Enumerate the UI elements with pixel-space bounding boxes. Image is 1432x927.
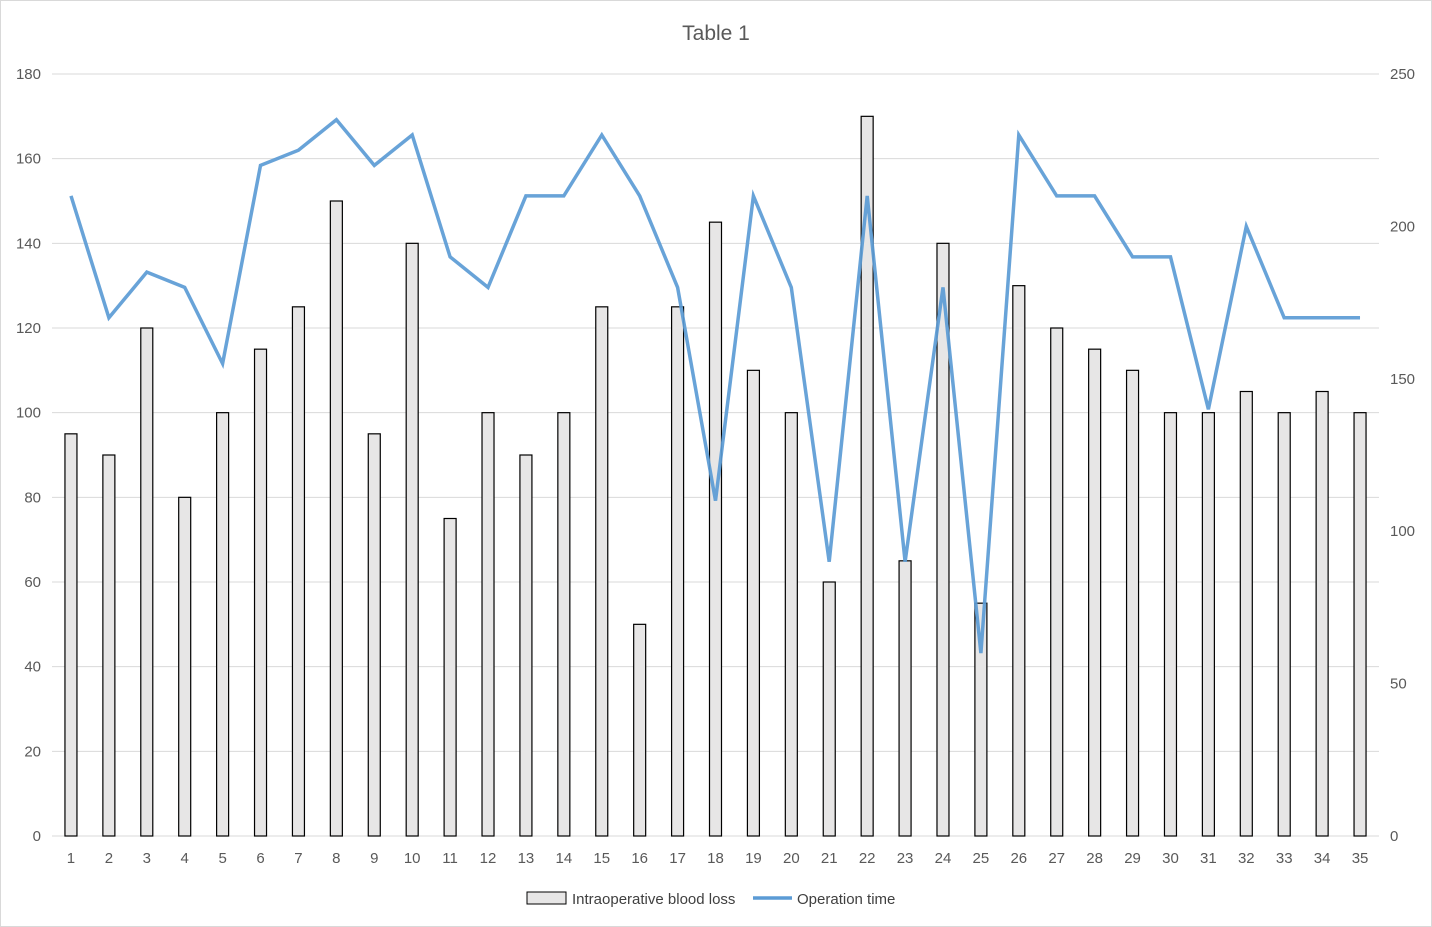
x-tick-9: 9	[370, 850, 378, 867]
x-tick-7: 7	[294, 850, 302, 867]
legend-label-operation-time: Operation time	[797, 891, 895, 908]
y-axis-left: 0 20 40 60 80 100 120 140 160 180	[16, 66, 41, 845]
y-left-tick-40: 40	[24, 659, 41, 676]
bar-26	[1012, 285, 1026, 837]
x-tick-22: 22	[859, 850, 876, 867]
x-tick-1: 1	[67, 850, 75, 867]
x-tick-12: 12	[480, 850, 497, 867]
x-tick-16: 16	[631, 850, 648, 867]
y-left-tick-100: 100	[16, 405, 41, 422]
x-tick-23: 23	[897, 850, 914, 867]
bar-32	[1239, 390, 1253, 837]
bar-12	[481, 412, 495, 837]
bar-2	[102, 454, 116, 837]
y-left-tick-120: 120	[16, 320, 41, 337]
x-tick-27: 27	[1048, 850, 1065, 867]
legend: Intraoperative blood loss Operation time	[526, 891, 895, 908]
bar-31	[1201, 412, 1215, 837]
bar-7	[291, 306, 306, 837]
bar-11	[443, 517, 457, 837]
x-tick-5: 5	[218, 850, 226, 867]
x-tick-14: 14	[555, 850, 572, 867]
x-tick-33: 33	[1276, 850, 1293, 867]
bar-22	[860, 115, 874, 837]
legend-swatch-bar	[526, 891, 567, 905]
x-axis: 1 2 3 4 5 6 7 8 9 10 11 12 13 14 15 16 17 18 19 20 21 22 23 24 2…	[67, 850, 1369, 867]
chart-title: Table 1	[682, 22, 750, 45]
x-tick-3: 3	[143, 850, 151, 867]
x-tick-35: 35	[1352, 850, 1369, 867]
y-right-tick-0: 0	[1390, 828, 1398, 845]
y-left-tick-20: 20	[24, 743, 41, 760]
x-tick-11: 11	[442, 850, 458, 867]
x-tick-29: 29	[1124, 850, 1141, 867]
bar-3	[140, 327, 154, 837]
bar-16	[633, 623, 647, 837]
bar-29	[1125, 369, 1140, 837]
bar-1	[64, 433, 78, 837]
y-right-tick-250: 250	[1390, 66, 1415, 83]
x-tick-13: 13	[518, 850, 535, 867]
bar-15	[595, 306, 609, 837]
y-right-tick-150: 150	[1390, 371, 1415, 388]
bar-23	[898, 560, 912, 837]
x-tick-20: 20	[783, 850, 800, 867]
bar-series	[64, 115, 1367, 837]
x-tick-8: 8	[332, 850, 340, 867]
y-right-tick-50: 50	[1390, 676, 1407, 693]
bar-13	[519, 454, 533, 837]
x-tick-4: 4	[181, 850, 189, 867]
bar-6	[253, 348, 268, 837]
x-tick-10: 10	[404, 850, 421, 867]
y-left-tick-0: 0	[33, 828, 41, 845]
x-tick-19: 19	[745, 850, 762, 867]
bar-34	[1315, 390, 1329, 837]
x-tick-21: 21	[821, 850, 838, 867]
x-tick-2: 2	[105, 850, 113, 867]
y-right-tick-200: 200	[1390, 218, 1415, 235]
bar-9	[367, 433, 381, 837]
x-tick-26: 26	[1010, 850, 1027, 867]
y-left-tick-60: 60	[24, 574, 41, 591]
legend-label-blood-loss: Intraoperative blood loss	[572, 891, 735, 908]
line-series	[69, 117, 1361, 654]
y-left-tick-180: 180	[16, 66, 41, 83]
bar-27	[1050, 327, 1064, 837]
bar-17	[670, 306, 685, 837]
x-tick-25: 25	[973, 850, 990, 867]
x-tick-31: 31	[1200, 850, 1217, 867]
x-tick-17: 17	[669, 850, 686, 867]
bar-28	[1088, 348, 1102, 837]
bar-30	[1163, 412, 1178, 837]
y-axis-right: 0 50 100 150 200 250	[1390, 66, 1415, 845]
x-tick-18: 18	[707, 850, 724, 867]
bar-10	[405, 242, 419, 837]
bar-5	[216, 412, 230, 837]
x-tick-32: 32	[1238, 850, 1255, 867]
y-left-tick-80: 80	[24, 489, 41, 506]
bar-20	[784, 412, 798, 837]
bar-35	[1353, 412, 1367, 837]
bar-19	[746, 369, 761, 837]
bar-14	[557, 412, 571, 837]
y-left-tick-160: 160	[16, 151, 41, 168]
bar-4	[178, 496, 192, 837]
bar-21	[822, 581, 836, 837]
x-tick-30: 30	[1162, 850, 1179, 867]
x-tick-24: 24	[935, 850, 952, 867]
bar-8	[329, 200, 343, 837]
x-tick-28: 28	[1086, 850, 1103, 867]
y-right-tick-100: 100	[1390, 523, 1415, 540]
x-tick-34: 34	[1314, 850, 1331, 867]
x-tick-6: 6	[256, 850, 264, 867]
x-tick-15: 15	[593, 850, 610, 867]
bar-24	[936, 242, 950, 837]
y-left-tick-140: 140	[16, 235, 41, 252]
bar-18	[708, 221, 723, 837]
bar-33	[1277, 412, 1291, 837]
bar-25	[974, 602, 988, 837]
